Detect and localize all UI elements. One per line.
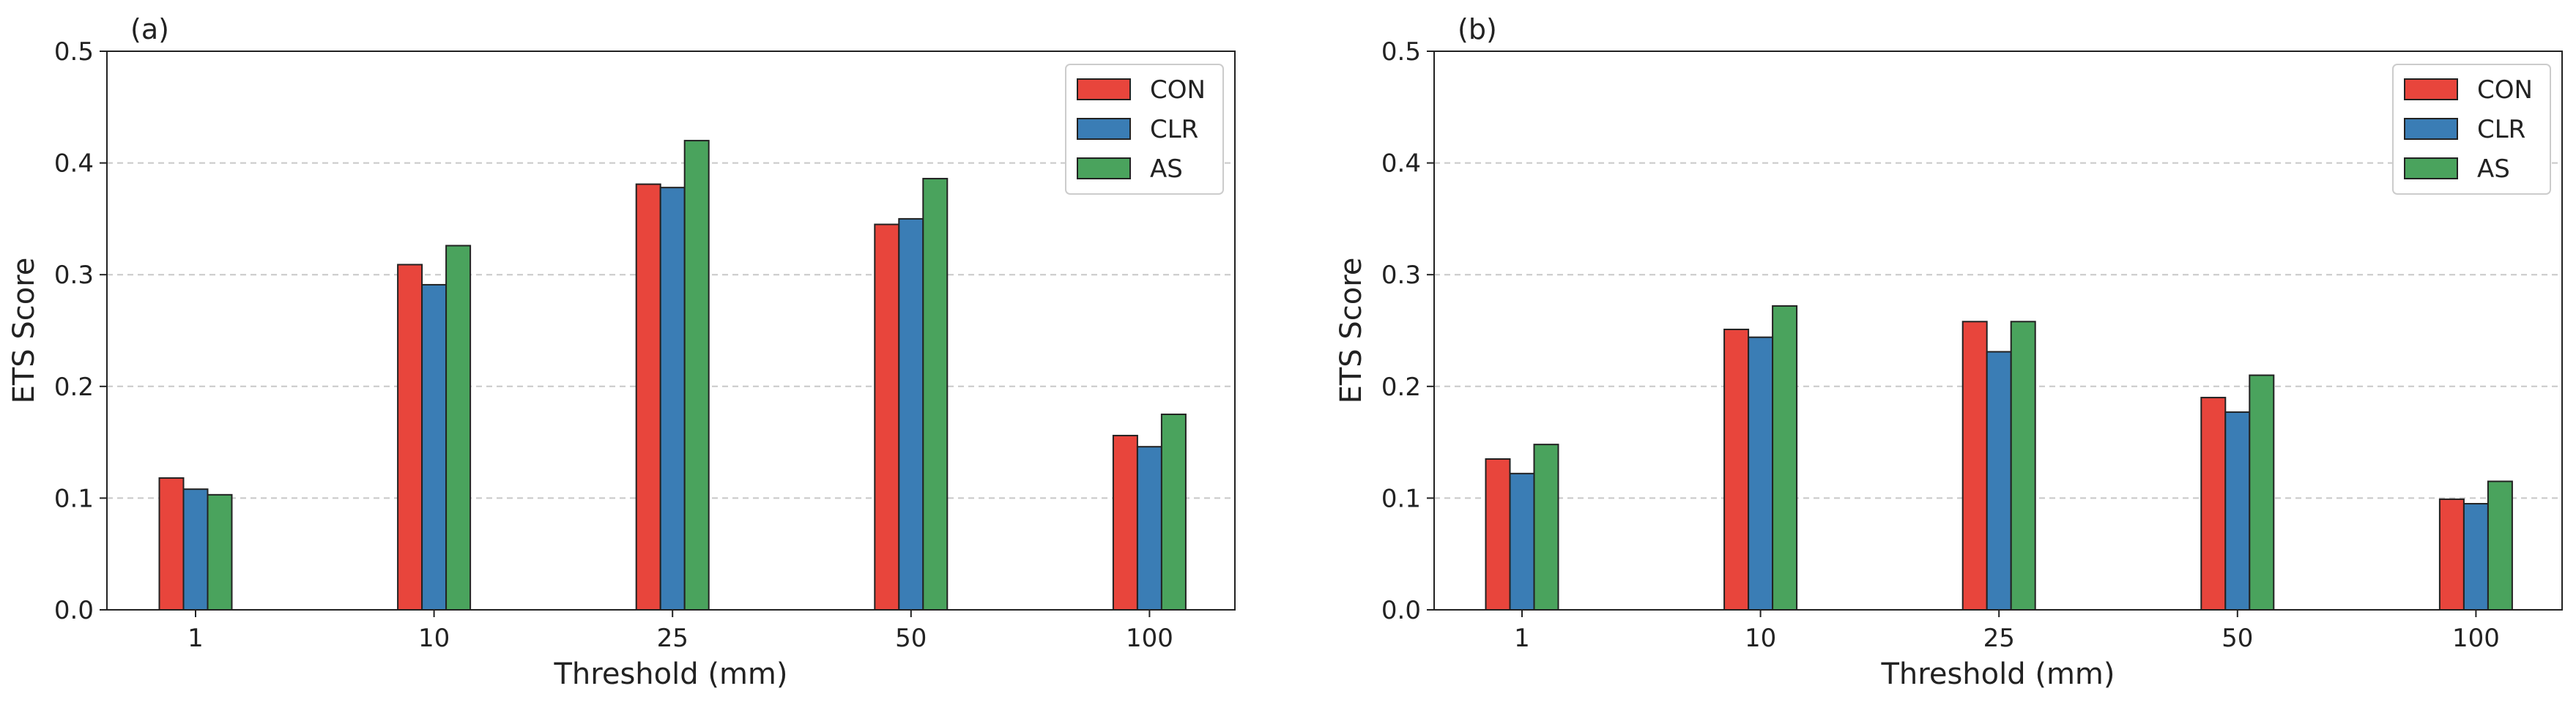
x-tick-label: 100: [1126, 624, 1173, 653]
legend-swatch-clr: [2404, 118, 2458, 140]
legend-label-as: AS: [1150, 154, 1183, 184]
bar-as-25: [2010, 321, 2036, 611]
legend: CON CLR AS: [2392, 64, 2551, 195]
y-tick-label: 0.5: [1381, 37, 1421, 67]
bar-con-1: [1485, 458, 1511, 611]
y-tick-label: 0.5: [54, 37, 94, 67]
bar-con-25: [1961, 321, 1988, 611]
bar-con-10: [1723, 328, 1750, 611]
x-tick-label: 25: [657, 624, 688, 653]
bar-con-50: [2200, 397, 2227, 611]
bar-as-50: [922, 177, 949, 611]
bar-as-25: [683, 140, 710, 611]
legend-label-as: AS: [2477, 154, 2510, 184]
bar-clr-10: [421, 283, 448, 611]
chart-panel-b: (b) 0.0 0.1 0.2 0.3 0.4 0.5 1 10 25 50 100 Thresh…: [1335, 13, 2563, 691]
y-tick-label: 0.2: [1381, 373, 1421, 402]
bar-con-50: [874, 223, 900, 611]
bar-con-100: [2438, 498, 2465, 611]
y-tick-label: 0.1: [54, 484, 94, 513]
x-axis-label: Threshold (mm): [554, 657, 788, 691]
bar-clr-10: [1748, 336, 1774, 611]
panel-label: (a): [130, 13, 169, 45]
bar-as-100: [2487, 480, 2513, 611]
x-tick-label: 25: [1983, 624, 2015, 653]
y-axis-label: ETS Score: [1335, 258, 1368, 404]
x-tick-label: 1: [188, 624, 204, 653]
bar-clr-100: [1136, 446, 1162, 611]
y-axis-ticks: 0.0 0.1 0.2 0.3 0.4 0.5: [1381, 37, 1434, 625]
legend-swatch-con: [2404, 78, 2458, 100]
y-tick-label: 0.0: [1381, 596, 1421, 625]
legend-label-clr: CLR: [2477, 115, 2525, 144]
x-tick-label: 10: [1745, 624, 1776, 653]
legend-swatch-as: [1077, 157, 1131, 179]
panel-label: (b): [1458, 13, 1497, 45]
x-tick-label: 10: [418, 624, 450, 653]
chart-panel-a: (a) 0.0 0.1 0.2 0.3 0.4 0.5 1 10 25 50 100 Thresh…: [7, 13, 1236, 691]
x-tick-label: 50: [2221, 624, 2253, 653]
bar-as-10: [1772, 305, 1798, 611]
y-tick-label: 0.3: [1381, 261, 1421, 290]
bar-con-10: [397, 264, 423, 611]
plot-frame: [106, 51, 1236, 611]
legend-label-clr: CLR: [1150, 115, 1198, 144]
bar-clr-1: [182, 488, 209, 611]
bar-clr-50: [2224, 411, 2251, 611]
x-tick-label: 50: [895, 624, 927, 653]
bar-clr-100: [2462, 503, 2489, 611]
legend-swatch-con: [1077, 78, 1131, 100]
bar-clr-25: [659, 187, 686, 611]
y-axis-label: ETS Score: [7, 258, 41, 404]
y-tick-label: 0.4: [1381, 149, 1421, 179]
legend-swatch-clr: [1077, 118, 1131, 140]
bars: [1485, 305, 2513, 611]
x-tick-label: 100: [2452, 624, 2500, 653]
y-tick-label: 0.3: [54, 261, 94, 290]
legend-label-con: CON: [2477, 75, 2533, 105]
x-axis-ticks: 1 10 25 50 100: [1514, 610, 2500, 653]
bar-con-1: [158, 477, 185, 611]
bar-con-100: [1112, 434, 1138, 611]
plot-frame: [1433, 51, 2563, 611]
y-axis-ticks: 0.0 0.1 0.2 0.3 0.4 0.5: [54, 37, 107, 625]
legend: CON CLR AS: [1065, 64, 1224, 195]
y-tick-label: 0.2: [54, 373, 94, 402]
x-tick-label: 1: [1514, 624, 1530, 653]
bar-as-1: [1533, 444, 1559, 611]
bar-con-25: [635, 183, 661, 611]
bars: [158, 140, 1187, 611]
y-tick-label: 0.0: [54, 596, 94, 625]
bar-as-50: [2249, 374, 2275, 611]
x-axis-ticks: 1 10 25 50 100: [188, 610, 1173, 653]
y-tick-label: 0.1: [1381, 484, 1421, 513]
bar-clr-25: [1986, 351, 2012, 611]
x-axis-label: Threshold (mm): [1881, 657, 2115, 691]
bar-as-100: [1160, 413, 1187, 611]
bar-as-10: [445, 245, 472, 611]
bar-clr-1: [1509, 472, 1535, 611]
legend-label-con: CON: [1150, 75, 1206, 105]
legend-swatch-as: [2404, 157, 2458, 179]
bar-as-1: [207, 493, 233, 611]
y-tick-label: 0.4: [54, 149, 94, 179]
bar-clr-50: [898, 217, 924, 611]
